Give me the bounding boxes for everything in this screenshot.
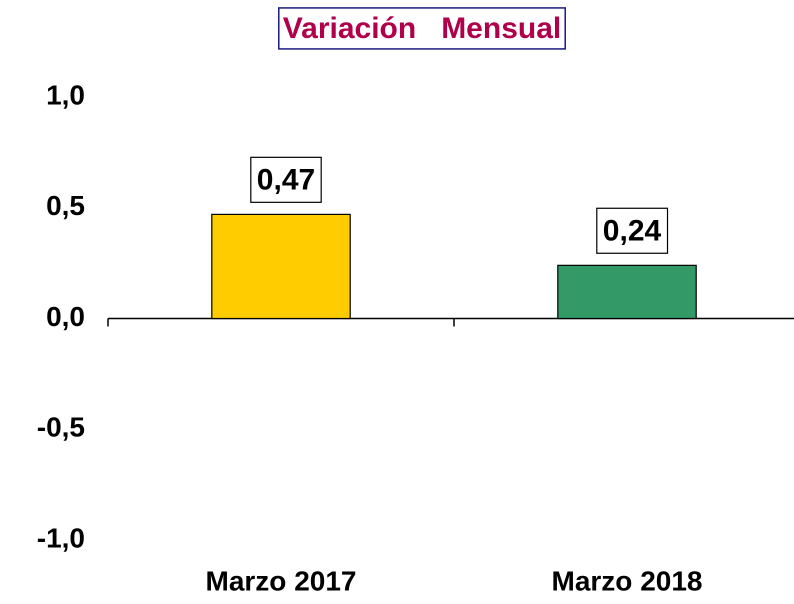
y-tick-label: 0,5 [46,190,85,221]
value-label-box [250,156,322,203]
x-tick-label: Marzo 2018 [552,565,703,596]
y-tick-label: -0,5 [37,412,85,443]
y-tick-label: 0,0 [46,301,85,332]
value-label: 0,24 [603,214,662,247]
bar [211,213,351,320]
value-label: 0,47 [257,163,315,196]
bar [557,264,697,320]
y-tick-label: 1,0 [46,79,85,110]
x-tick-label: Marzo 2017 [206,565,357,596]
y-tick-label: -1,0 [37,522,85,553]
title-box [278,7,566,50]
chart-title: Variación Mensual [283,12,561,45]
value-label-box [596,207,669,254]
